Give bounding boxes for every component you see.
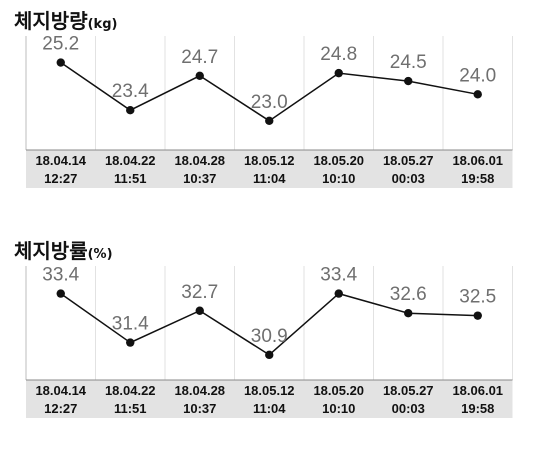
x-tick-time: 10:10 [322,401,355,416]
x-tick-time: 11:51 [114,401,147,416]
data-label: 24.5 [390,52,427,73]
body-fat-mass-title-text: 체지방량 [14,9,88,33]
body-fat-percent-chart: 33.4 31.4 32.7 30.9 33.4 32.6 32.5 18.04.14 12:2… [0,230,539,430]
x-tick-date: 18.04.28 [174,153,225,168]
data-point [334,68,343,78]
data-label: 33.4 [320,265,357,286]
x-tick-time: 19:58 [461,171,494,186]
body-fat-mass-unit: (kg) [87,17,118,32]
x-tick-time: 12:27 [44,401,77,416]
data-label: 23.0 [251,92,288,113]
x-tick-date: 18.05.12 [244,153,295,168]
data-point [195,71,204,80]
x-tick-date: 18.05.27 [383,153,434,168]
body-fat-percent-chart-svg: 33.4 31.4 32.7 30.9 33.4 32.6 32.5 18.04.14 12:2… [25,265,513,418]
x-tick-time: 00:03 [392,401,425,416]
x-tick-date: 18.05.20 [313,153,364,168]
data-label: 33.4 [42,265,79,286]
data-point [56,289,65,298]
data-label: 25.2 [42,34,79,55]
data-point [126,338,135,347]
x-tick-date: 18.05.20 [313,383,364,398]
x-tick-time: 10:37 [183,171,216,186]
x-tick-time: 12:27 [44,171,77,186]
x-tick-date: 18.04.14 [35,153,86,168]
body-fat-mass-chart: 25.2 23.4 24.7 23.0 24.8 24.5 24.0 18.04.14 12:2… [0,0,539,200]
x-tick-time: 11:04 [253,401,286,416]
x-tick-time: 11:51 [114,171,147,186]
data-point [404,76,413,86]
data-point [473,311,482,320]
x-tick-time: 19:58 [461,401,494,416]
body-fat-mass-section: 체지방량(kg) 25.2 23.4 24.7 23.0 24.8 24.5 24.0 18.… [0,0,539,200]
x-tick-time: 10:10 [322,171,355,186]
data-label: 32.7 [181,282,218,303]
data-label: 24.8 [320,44,357,65]
data-label: 24.7 [181,47,218,68]
data-point [265,116,274,126]
data-point [265,350,274,360]
body-fat-percent-unit: (%) [87,247,113,262]
x-tick-date: 18.04.28 [174,383,225,398]
body-fat-mass-title: 체지방량(kg) [14,5,117,34]
x-tick-time: 11:04 [253,171,286,186]
x-tick-date: 18.05.12 [244,383,295,398]
x-tick-date: 18.04.14 [35,383,86,398]
x-tick-time: 10:37 [183,401,216,416]
data-label: 31.4 [112,314,149,335]
body-fat-percent-title: 체지방률(%) [14,235,113,264]
body-fat-mass-chart-svg: 25.2 23.4 24.7 23.0 24.8 24.5 24.0 18.04.14 12:2… [25,34,513,188]
data-point [56,58,65,67]
x-tick-date: 18.04.22 [105,383,156,398]
x-tick-time: 00:03 [392,171,425,186]
data-label: 30.9 [251,326,288,347]
data-point [404,309,413,318]
data-point [126,106,135,115]
x-tick-date: 18.06.01 [452,383,503,398]
x-tick-date: 18.06.01 [452,153,503,168]
data-point [195,306,204,315]
data-label: 32.5 [459,287,496,308]
data-label: 24.0 [459,65,496,86]
data-point [334,289,343,298]
x-axis-band [26,380,513,418]
body-fat-percent-title-text: 체지방률 [14,239,88,263]
x-tick-date: 18.04.22 [105,153,156,168]
data-point [473,90,482,99]
data-label: 23.4 [112,81,149,102]
x-tick-date: 18.05.27 [383,383,434,398]
data-label: 32.6 [390,284,427,305]
body-fat-percent-section: 체지방률(%) 33.4 31.4 32.7 30.9 33.4 32.6 32.5 18.0… [0,230,539,430]
x-axis-band [26,150,513,188]
